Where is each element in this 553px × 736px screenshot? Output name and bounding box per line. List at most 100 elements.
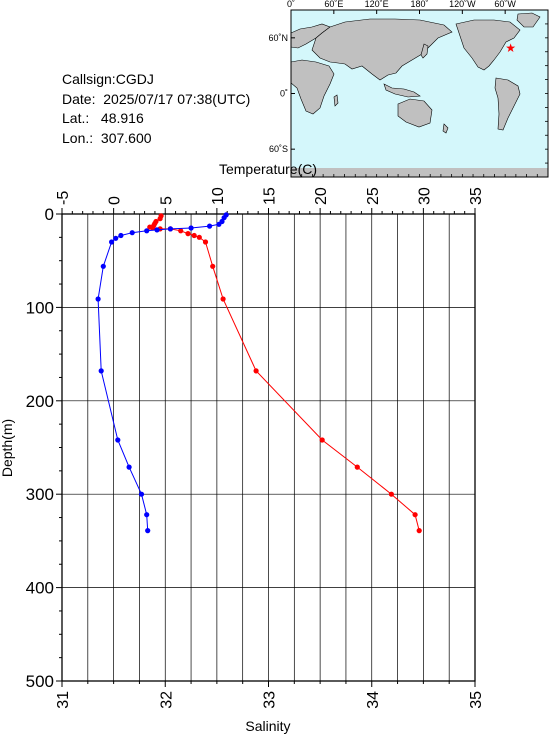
salinity-point <box>98 368 104 374</box>
temperature-tick-label: 35 <box>468 187 485 205</box>
depth-tick-label: 200 <box>26 392 54 411</box>
salinity-point <box>221 215 227 221</box>
lon-label: Lon.: <box>62 129 94 146</box>
temperature-axis-title: Temperature(C) <box>219 161 317 177</box>
temperature-tick-label: -5 <box>55 191 72 205</box>
salinity-point <box>145 528 151 534</box>
depth-tick-label: 0 <box>45 205 54 224</box>
temperature-point <box>416 528 422 534</box>
land-north-america <box>455 19 521 71</box>
salinity-point <box>144 228 150 234</box>
salinity-point <box>144 512 150 518</box>
temperature-line <box>148 215 420 531</box>
temperature-point <box>178 228 184 234</box>
map-lon-tick-label: 60˚E <box>324 0 343 9</box>
temperature-tick-label: 0 <box>107 196 124 205</box>
temperature-tick-label: 30 <box>416 187 433 205</box>
depth-tick-label: 100 <box>26 298 54 317</box>
salinity-tick-label: 31 <box>55 691 72 709</box>
temperature-tick-label: 25 <box>365 187 382 205</box>
land-madagascar <box>333 94 339 107</box>
lon-row: Lon.: 307.600 <box>62 129 250 149</box>
temperature-point <box>354 464 360 470</box>
salinity-point <box>118 232 124 239</box>
temperature-tick-label: 15 <box>262 187 279 205</box>
salinity-tick-label: 35 <box>468 691 485 709</box>
salinity-point <box>109 239 115 245</box>
lat-label: Lat.: <box>62 110 90 126</box>
map-lon-tick-label: 60˚W <box>494 0 516 9</box>
date-label: Date: <box>62 90 96 107</box>
temperature-point <box>210 263 216 269</box>
salinity-tick-label: 32 <box>158 691 175 709</box>
salinity-point <box>113 235 119 241</box>
station-marker-icon: ★ <box>505 41 516 55</box>
temperature-tick-label: 20 <box>313 187 330 205</box>
temperature-tick-label: 5 <box>158 196 175 205</box>
lat-value: 48.916 <box>100 110 144 126</box>
callsign-value: CGDJ <box>115 71 154 87</box>
map-lat-tick-label: 60˚S <box>269 144 288 154</box>
station-info: Callsign:CGDJ Date: 2025/07/17 07:38(UTC… <box>62 70 250 148</box>
map-lon-tick-label: 120˚W <box>449 0 476 9</box>
salinity-point <box>167 226 173 232</box>
temperature-point <box>319 437 325 443</box>
land-australia <box>397 98 433 128</box>
salinity-point <box>154 227 160 233</box>
depth-tick-label: 400 <box>26 579 54 598</box>
temperature-point <box>220 296 226 302</box>
salinity-point <box>138 491 145 497</box>
callsign-row: Callsign:CGDJ <box>62 70 250 90</box>
salinity-point <box>126 464 132 470</box>
map-ticks: 0˚ 60˚E 120˚E 180˚ 120˚W 60˚W 60˚N 0˚ 60˚S <box>268 0 549 178</box>
land-africa <box>290 59 335 115</box>
temperature-point <box>150 225 156 231</box>
salinity-tick-label: 33 <box>262 691 279 709</box>
map-lat-tick-label: 0˚ <box>280 89 288 99</box>
salinity-line <box>97 214 227 531</box>
temperature-point <box>196 234 202 240</box>
map-lat-tick-label: 60˚N <box>268 33 288 43</box>
salinity-point <box>188 225 194 231</box>
temperature-point <box>412 512 418 518</box>
land-asia <box>311 18 453 81</box>
world-map: 0˚ 60˚E 120˚E 180˚ 120˚W 60˚W 60˚N 0˚ 60˚S ★ <box>268 0 549 178</box>
lat-row: Lat.: 48.916 <box>62 109 250 129</box>
salinity-point <box>216 221 222 227</box>
temperature-tick-label: 10 <box>210 187 227 205</box>
depth-tick-label: 500 <box>26 672 54 691</box>
map-land <box>290 12 548 177</box>
map-lon-tick-label: 0˚ <box>287 0 295 9</box>
date-value: 2025/07/17 07:38(UTC) <box>103 90 251 107</box>
temperature-point <box>253 368 259 374</box>
temperature-point <box>191 232 197 239</box>
salinity-point <box>100 263 106 269</box>
land-south-america <box>494 77 521 131</box>
salinity-point <box>129 230 135 236</box>
chart-grid <box>61 213 476 682</box>
series-layer <box>95 212 422 534</box>
callsign-label: Callsign: <box>62 71 116 87</box>
temperature-point <box>157 216 163 222</box>
salinity-axis-title: Salinity <box>245 718 290 734</box>
lon-value: 307.600 <box>100 129 152 146</box>
depth-axis-title: Depth(m) <box>0 419 15 477</box>
date-row: Date: 2025/07/17 07:38(UTC) <box>62 90 250 110</box>
map-lon-tick-label: 120˚E <box>365 0 389 9</box>
salinity-point <box>95 296 101 302</box>
map-lon-tick-label: 180˚ <box>410 0 428 9</box>
depth-tick-label: 300 <box>26 485 54 504</box>
salinity-point <box>115 437 121 443</box>
temperature-point <box>185 231 191 237</box>
temperature-point <box>388 491 394 497</box>
land-new-zealand <box>442 123 449 134</box>
land-indonesia <box>383 83 421 98</box>
salinity-point <box>207 223 213 229</box>
salinity-tick-label: 34 <box>365 691 382 709</box>
temperature-point <box>202 239 209 245</box>
land-greenland <box>516 12 541 28</box>
land-japan <box>420 43 429 59</box>
